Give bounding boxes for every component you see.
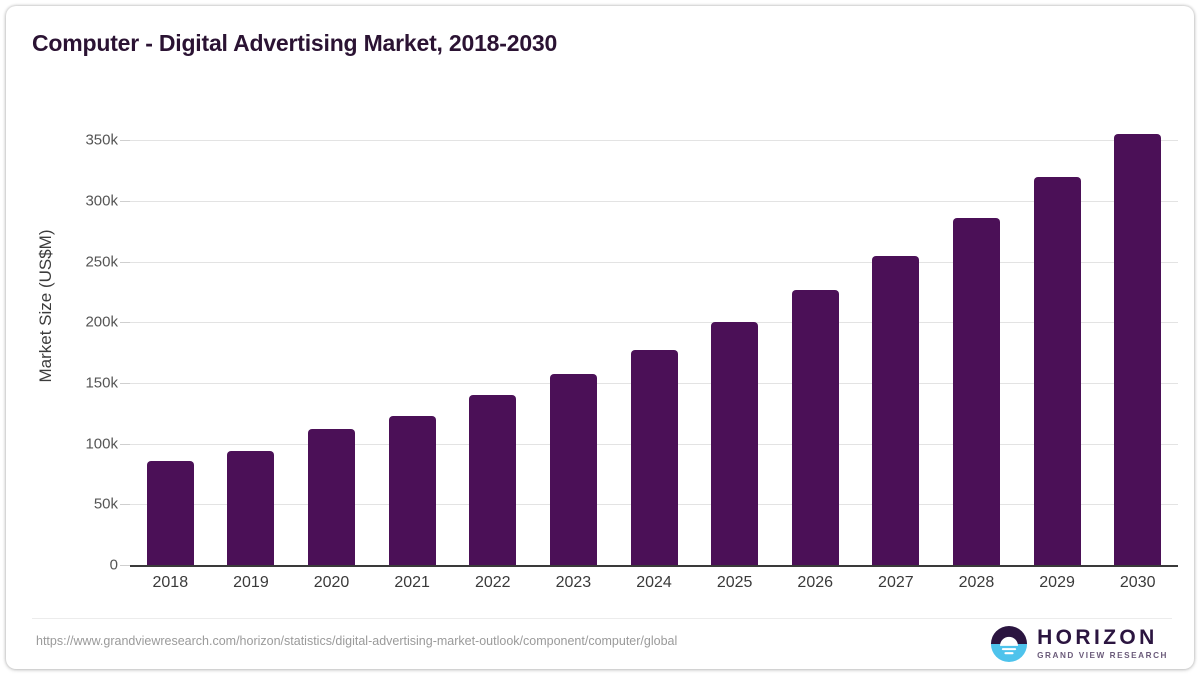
chart-plot-wrapper: Market Size (US$M) 0 50k 100k 150k 200k 250k 3…	[6, 6, 1200, 675]
bar-2029[interactable]	[1033, 176, 1081, 565]
chart-card: Computer - Digital Advertising Market, 2…	[6, 6, 1194, 669]
bar-2026[interactable]	[791, 289, 839, 565]
horizon-logo[interactable]: HORIZON GRAND VIEW RESEARCH	[990, 622, 1168, 666]
bar-series	[130, 116, 1178, 565]
y-axis-tick-label: 150k	[85, 374, 118, 392]
x-axis-label-2018: 2018	[152, 574, 189, 591]
y-axis-tick-label: 0	[109, 556, 118, 574]
logo-wordmark: HORIZON	[1037, 626, 1158, 650]
y-axis-tick	[120, 140, 130, 142]
y-axis-tick	[120, 322, 130, 324]
x-axis-label-2029: 2029	[1039, 574, 1075, 591]
source-url[interactable]: https://www.grandviewresearch.com/horizo…	[36, 634, 678, 648]
logo-text-block: HORIZON GRAND VIEW RESEARCH	[1037, 627, 1168, 660]
logo-subtitle: GRAND VIEW RESEARCH	[1037, 651, 1168, 661]
bar-2019[interactable]	[227, 450, 275, 565]
bar-2018[interactable]	[146, 460, 194, 565]
footer-divider	[32, 618, 1172, 619]
page-title: Computer - Digital Advertising Market, 2…	[32, 30, 558, 56]
y-axis-tick-labels: 0 50k 100k 150k 200k 250k 300k 350k	[6, 116, 118, 574]
bar-2024[interactable]	[630, 350, 678, 565]
bar-2021[interactable]	[388, 415, 436, 565]
x-axis-label-2024: 2024	[636, 574, 672, 591]
gridline	[130, 140, 1178, 142]
y-axis-tick-label: 100k	[85, 435, 118, 453]
x-axis-label-2028: 2028	[958, 574, 995, 591]
bar-2023[interactable]	[549, 374, 597, 565]
y-axis-tick-label: 350k	[85, 131, 118, 149]
x-axis-label-2025: 2025	[716, 574, 753, 591]
gridline	[130, 200, 1178, 202]
bar-2027[interactable]	[872, 255, 920, 565]
x-axis-label-2022: 2022	[474, 574, 511, 591]
x-axis-label-2020: 2020	[313, 574, 350, 591]
y-axis-tick-label: 300k	[85, 192, 118, 210]
x-axis-label-2023: 2023	[555, 574, 592, 591]
y-axis-tick	[120, 382, 130, 384]
bar-2022[interactable]	[469, 395, 517, 565]
y-axis-tick-label: 50k	[93, 495, 118, 513]
bar-2025[interactable]	[711, 322, 759, 565]
gridline	[130, 322, 1178, 324]
x-axis-label-2021: 2021	[394, 574, 430, 591]
x-axis-label-2027: 2027	[878, 574, 914, 591]
x-axis-label-2026: 2026	[797, 574, 834, 591]
y-axis-tick	[120, 565, 130, 566]
bar-2028[interactable]	[952, 217, 1000, 565]
x-axis-tick-labels: 2018 2019 2020 2021 2022 2023 2024 2025 2026 2027…	[130, 574, 1178, 604]
gridline	[130, 261, 1178, 263]
x-axis-label-2030: 2030	[1119, 574, 1156, 591]
y-axis-tick	[120, 504, 130, 506]
y-axis-tick	[120, 261, 130, 263]
bar-2020[interactable]	[308, 429, 356, 565]
horizon-sunrise-icon	[991, 625, 1028, 663]
y-axis-tick-label: 250k	[85, 253, 118, 271]
y-axis-tick	[120, 200, 130, 202]
x-axis-line	[130, 565, 1178, 567]
x-axis-label-2019: 2019	[233, 574, 269, 591]
y-axis-tick	[120, 443, 130, 445]
bar-2030[interactable]	[1114, 134, 1162, 565]
y-axis-tick-label: 200k	[85, 313, 118, 331]
